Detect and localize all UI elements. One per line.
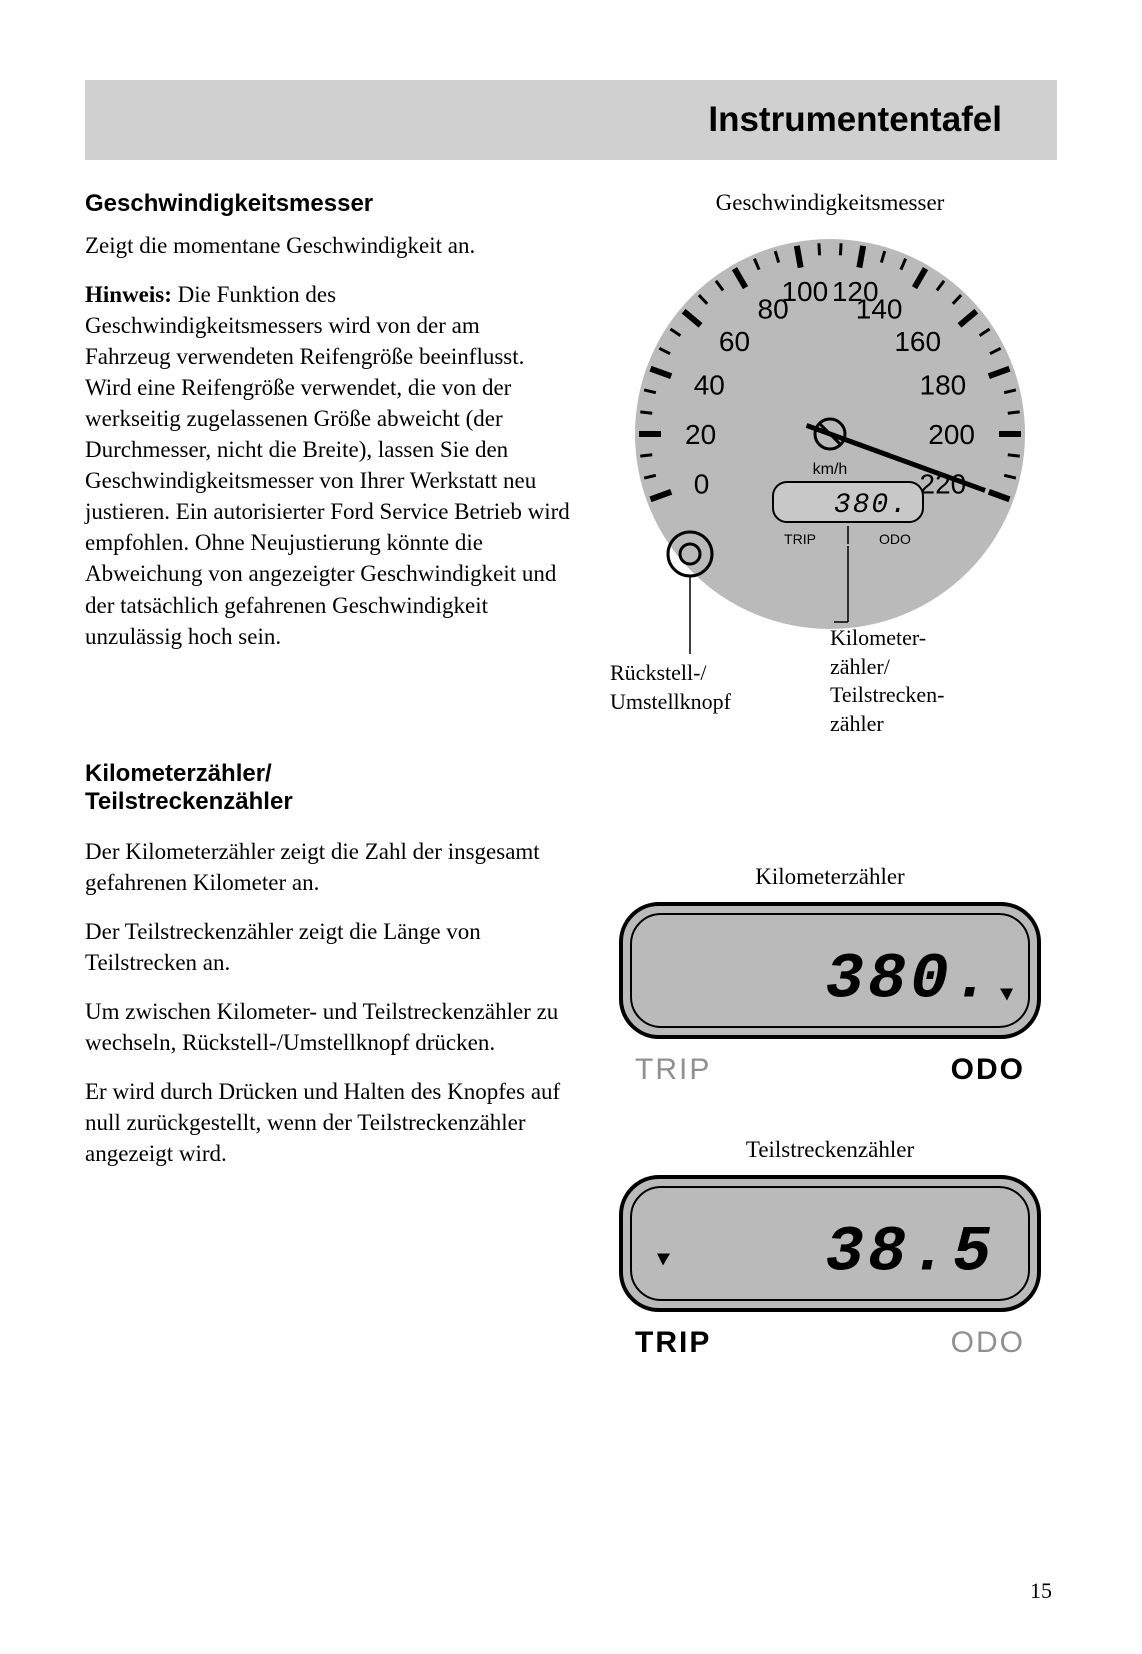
section2-para1: Der Kilometerzähler zeigt die Zahl der i… xyxy=(85,836,570,898)
svg-text:km/h: km/h xyxy=(813,461,848,478)
svg-text:380.: 380. xyxy=(825,945,995,1017)
lcd1-odo: ODO xyxy=(951,1053,1025,1087)
svg-text:0: 0 xyxy=(694,469,710,500)
lcd1-label: Kilometerzähler xyxy=(600,864,1060,890)
lcd2-trip: TRIP xyxy=(635,1326,711,1360)
lcd2-box: 38.5 xyxy=(615,1171,1045,1316)
header-bar: Instrumententafel xyxy=(85,80,1057,160)
section1-para1: Zeigt die momentane Geschwindigkeit an. xyxy=(85,230,570,261)
note-label: Hinweis: xyxy=(85,282,172,307)
lcd1-svg: 380. xyxy=(615,898,1045,1043)
section2-heading: Kilometerzähler/ Teilstreckenzähler xyxy=(85,760,570,816)
page-title: Instrumententafel xyxy=(708,100,1002,140)
svg-text:140: 140 xyxy=(856,293,903,324)
svg-text:60: 60 xyxy=(719,326,750,357)
svg-text:40: 40 xyxy=(694,369,725,400)
lcd1-box: 380. xyxy=(615,898,1045,1043)
svg-text:100: 100 xyxy=(781,276,828,307)
svg-text:38.5: 38.5 xyxy=(825,1218,995,1290)
lcd2-label: Teilstreckenzähler xyxy=(600,1137,1060,1163)
svg-text:ODO: ODO xyxy=(879,531,911,547)
gauge-svg: 020406080100120140160180200220km/h380.TR… xyxy=(600,224,1060,654)
speedometer-gauge: 020406080100120140160180200220km/h380.TR… xyxy=(600,224,1060,804)
svg-text:160: 160 xyxy=(894,326,941,357)
gauge-top-label: Geschwindigkeitsmesser xyxy=(600,190,1060,216)
section2-para4: Er wird durch Drücken und Halten des Kno… xyxy=(85,1076,570,1169)
callout-right: Kilometer- zähler/ Teilstrecken- zähler xyxy=(830,624,945,738)
section2-para2: Der Teilstreckenzähler zeigt die Länge v… xyxy=(85,916,570,978)
section2-para3: Um zwischen Kilometer- und Teilstreckenz… xyxy=(85,996,570,1058)
lcd2-odo: ODO xyxy=(951,1326,1025,1360)
section1-heading: Geschwindigkeitsmesser xyxy=(85,190,570,218)
svg-text:20: 20 xyxy=(685,419,716,450)
lcd2-under: TRIP ODO xyxy=(615,1326,1045,1360)
section1-note: Hinweis: Die Funktion des Geschwindigkei… xyxy=(85,279,570,652)
page-number: 15 xyxy=(1030,1578,1052,1604)
callout-left: Rückstell-/ Umstellknopf xyxy=(610,659,731,716)
svg-text:TRIP: TRIP xyxy=(784,531,816,547)
svg-text:200: 200 xyxy=(928,419,975,450)
lcd1-trip: TRIP xyxy=(635,1053,711,1087)
lcd2-svg: 38.5 xyxy=(615,1171,1045,1316)
svg-text:180: 180 xyxy=(920,369,967,400)
lcd1-under: TRIP ODO xyxy=(615,1053,1045,1087)
svg-text:380.: 380. xyxy=(834,490,909,521)
note-body: Die Funktion des Geschwindigkeitsmessers… xyxy=(85,282,570,649)
